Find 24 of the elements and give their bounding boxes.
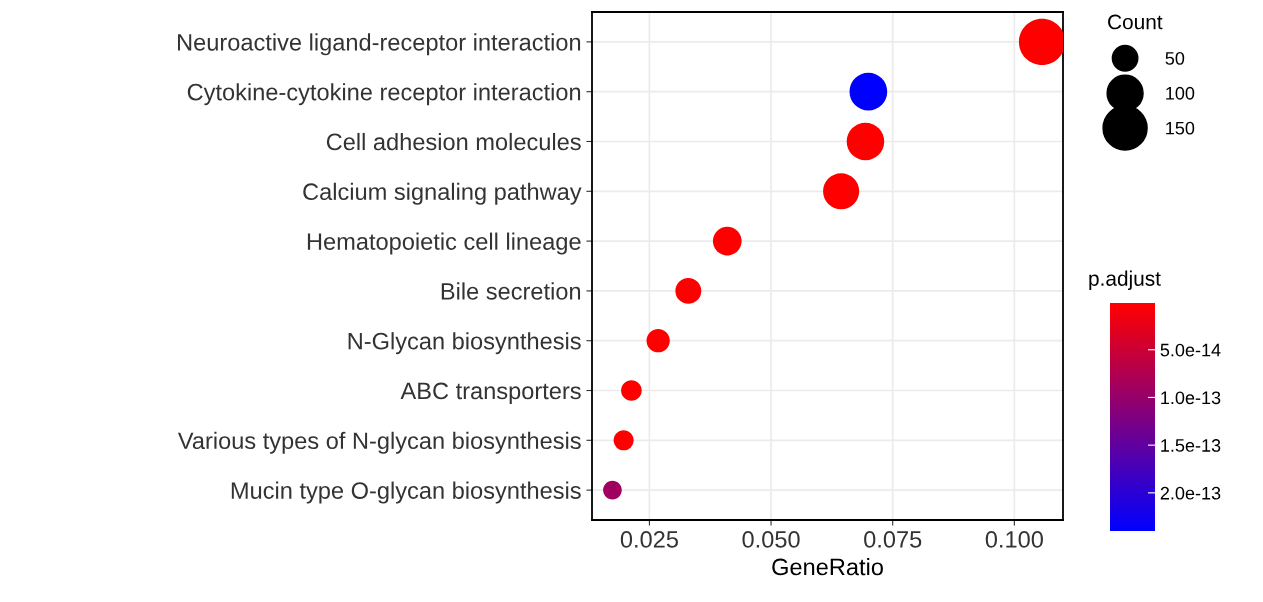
color-bar-label: 2.0e-13: [1160, 486, 1221, 500]
x-tick-label: 0.025: [620, 531, 678, 548]
y-tick-label: Bile secretion: [441, 282, 581, 300]
x-tick-label: 0.050: [742, 531, 800, 548]
x-tick-label: 0.075: [864, 531, 922, 548]
y-tick-label: Calcium signaling pathway: [303, 182, 582, 205]
y-tick-label: Hematopoietic cell lineage: [307, 232, 581, 255]
y-tick-label: ABC transporters: [400, 382, 581, 404]
y-tick-label: Neuroactive ligand-receptor interaction: [178, 33, 581, 56]
color-bar-label: 1.0e-13: [1161, 391, 1221, 405]
x-axis-title: GeneRatio: [772, 557, 883, 576]
y-tick-label: Various types of N-glycan biosynthesis: [177, 431, 581, 454]
y-tick-label: Cytokine-cytokine receptor interaction: [187, 83, 581, 106]
y-tick-label: Cell adhesion molecules: [326, 132, 581, 151]
y-tick-label: N-Glycan biosynthesis: [348, 332, 581, 355]
color-bar-label: 1.5e-13: [1161, 439, 1221, 452]
y-tick-label: Mucin type O-glycan biosynthesis: [231, 481, 581, 504]
color-bar-title: p.adjust: [1089, 270, 1161, 290]
color-bar-label: 5.0e-14: [1160, 343, 1221, 357]
legend-label: 150: [1166, 121, 1195, 135]
x-tick-label: 0.100: [985, 531, 1043, 548]
legend-label: 50: [1165, 51, 1185, 65]
legend-title: Count: [1108, 14, 1163, 30]
legend-label: 100: [1166, 86, 1195, 100]
